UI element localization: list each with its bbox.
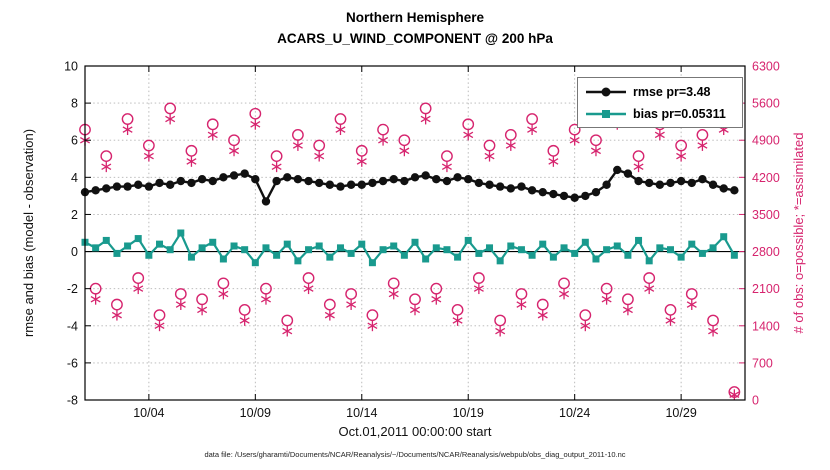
svg-text:-6: -6 [67, 356, 78, 370]
svg-text:4200: 4200 [752, 171, 780, 185]
obs-assimilated-series [79, 113, 740, 401]
right-axis-label: # of obs: o=possible; *=assimilated [791, 133, 806, 334]
svg-text:1400: 1400 [752, 319, 780, 333]
bias-line-sample-icon [586, 109, 626, 118]
svg-text:8: 8 [71, 97, 78, 111]
rmse-series [80, 165, 739, 206]
svg-text:2: 2 [71, 208, 78, 222]
svg-text:10: 10 [64, 60, 78, 74]
svg-text:10/09: 10/09 [240, 406, 271, 420]
chart-title: Northern Hemisphere ACARS_U_WIND_COMPONE… [85, 8, 745, 50]
svg-text:10/24: 10/24 [559, 406, 590, 420]
svg-text:4: 4 [71, 171, 78, 185]
left-axis-label: rmse and bias (model - observation) [21, 129, 36, 337]
data-file-caption: data file: /Users/gharamti/Documents/NCA… [204, 450, 626, 459]
rmse-line-sample-icon [586, 87, 626, 96]
svg-text:0: 0 [71, 245, 78, 259]
svg-text:0: 0 [752, 394, 759, 408]
svg-text:5600: 5600 [752, 97, 780, 111]
svg-text:4900: 4900 [752, 134, 780, 148]
legend-entry-bias: bias pr=0.05311 [584, 103, 736, 124]
legend-entry-rmse: rmse pr=3.48 [584, 81, 736, 102]
svg-text:700: 700 [752, 356, 773, 370]
svg-text:2100: 2100 [752, 282, 780, 296]
svg-text:-8: -8 [67, 394, 78, 408]
bias-series [81, 229, 738, 267]
svg-text:10/04: 10/04 [133, 406, 164, 420]
svg-text:6300: 6300 [752, 60, 780, 74]
chart-title-line2: ACARS_U_WIND_COMPONENT @ 200 hPa [277, 30, 553, 46]
svg-text:-2: -2 [67, 282, 78, 296]
chart-title-line1: Northern Hemisphere [345, 10, 485, 25]
svg-text:10/29: 10/29 [665, 406, 696, 420]
x-axis-label: Oct.01,2011 00:00:00 start [339, 424, 492, 439]
axes: -8 -6 -4 -2 0 2 4 6 8 10 0 700 1400 2100 2800 3500 4200 4… [64, 60, 780, 421]
svg-text:6: 6 [71, 134, 78, 148]
svg-text:-4: -4 [67, 319, 78, 333]
svg-text:2800: 2800 [752, 245, 780, 259]
legend: rmse pr=3.48 bias pr=0.05311 [577, 77, 743, 128]
svg-text:3500: 3500 [752, 208, 780, 222]
legend-label-bias: bias pr=0.05311 [633, 106, 726, 121]
legend-label-rmse: rmse pr=3.48 [633, 84, 711, 99]
svg-text:10/19: 10/19 [453, 406, 484, 420]
svg-text:10/14: 10/14 [346, 406, 377, 420]
plot-area: -8 -6 -4 -2 0 2 4 6 8 10 0 700 1400 2100 2800 3500 4200 4… [64, 60, 780, 421]
